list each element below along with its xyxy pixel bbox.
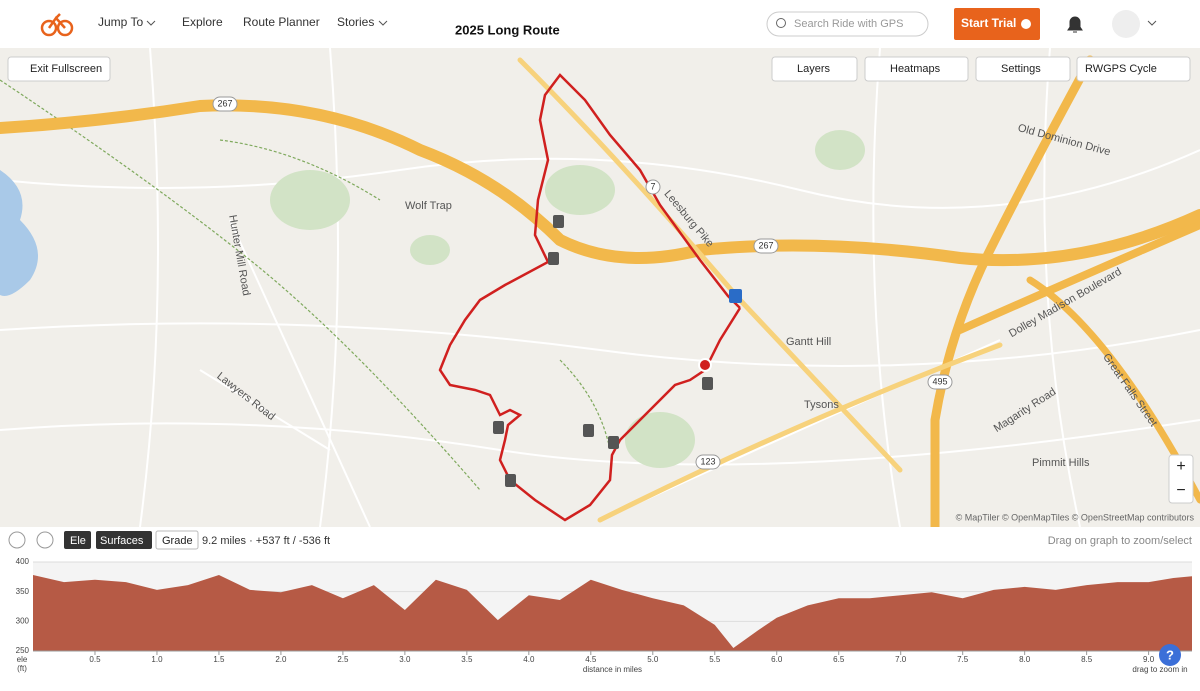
shield-label: 267	[217, 98, 232, 108]
x-tick-label: 1.0	[151, 655, 163, 664]
exit-fullscreen-label: Exit Fullscreen	[30, 63, 102, 75]
help-button[interactable]	[1159, 644, 1181, 666]
map-label: Pimmit Hills	[1032, 457, 1090, 469]
logo[interactable]	[40, 13, 74, 37]
y-tick-label: 300	[16, 616, 30, 625]
y-tick-label: 250	[16, 646, 30, 655]
trails	[0, 79, 611, 491]
start-trial-button[interactable]	[954, 8, 1040, 40]
x-tick-label: 7.0	[895, 655, 907, 664]
road-shield: 123	[695, 454, 721, 470]
layers-button[interactable]	[771, 56, 858, 82]
nav-route-planner[interactable]: Route Planner	[243, 15, 320, 29]
x-tick-label: 4.0	[523, 655, 535, 664]
trial-icon	[1021, 19, 1031, 29]
x-tick-label: 7.5	[957, 655, 969, 664]
parks	[270, 130, 865, 468]
road-shield: 495	[927, 374, 953, 390]
ele-label: Ele	[70, 535, 86, 547]
shield-label: 123	[700, 456, 715, 466]
settings-button[interactable]	[975, 56, 1071, 82]
start-trial-label: Start Trial	[961, 16, 1016, 30]
x-tick-label: 9.0	[1143, 655, 1155, 664]
search-box[interactable]	[766, 11, 929, 37]
route-stats: 9.2 miles · +537 ft / -536 ft	[202, 535, 330, 547]
elevation-chart[interactable]: 250 300 350 400 0.5 1.0 1.5 2.0 2.5 3.0 3.5 4.0 4.5 5…	[16, 557, 1192, 674]
route-markers[interactable]	[493, 215, 742, 487]
x-tick-label: 6.5	[833, 655, 845, 664]
y-tick-label: 400	[16, 557, 30, 566]
heatmaps-label: Heatmaps	[890, 63, 941, 75]
x-tick-label: 3.5	[461, 655, 473, 664]
y-tick-label: 350	[16, 587, 30, 596]
notifications[interactable]	[1067, 16, 1083, 33]
search-placeholder: Search Ride with GPS	[794, 18, 903, 30]
shield-label: 267	[758, 240, 773, 250]
surfaces-label: Surfaces	[100, 535, 144, 547]
help-label: ?	[1166, 647, 1174, 662]
x-tick-label: 8.0	[1019, 655, 1031, 664]
x-tick-label: 5.0	[647, 655, 659, 664]
lake	[0, 170, 38, 296]
zoom-in[interactable]: +	[1176, 458, 1185, 475]
settings-label: Settings	[1001, 63, 1041, 75]
y-axis-label: ele	[17, 655, 28, 664]
route-line	[438, 73, 742, 522]
x-tick-label: 4.5	[585, 655, 597, 664]
x-tick-label: 2.5	[337, 655, 349, 664]
y-axis-unit: (ft)	[17, 664, 27, 673]
x-tick-label: 2.0	[275, 655, 287, 664]
surfaces-button[interactable]	[96, 531, 152, 549]
zoom-hint: drag to zoom in	[1132, 665, 1187, 674]
x-tick-label: 3.0	[399, 655, 411, 664]
x-tick-label: 5.5	[709, 655, 721, 664]
map-style-label: RWGPS Cycle	[1085, 63, 1157, 75]
x-tick-label: 0.5	[89, 655, 101, 664]
expand-button[interactable]	[8, 531, 26, 549]
map-label: Gantt Hill	[786, 336, 831, 348]
chevron	[1147, 20, 1157, 26]
x-tick-label: 6.0	[771, 655, 783, 664]
map-label: Tysons	[804, 399, 839, 411]
route-title: 2025 Long Route	[455, 22, 560, 37]
road-shield: 7	[645, 179, 661, 195]
x-tick-label: 8.5	[1081, 655, 1093, 664]
exit-fullscreen-button[interactable]	[7, 56, 111, 82]
road-shield: 267	[753, 238, 779, 254]
avatar[interactable]	[1112, 10, 1140, 38]
chevron	[146, 20, 156, 26]
map-style-select[interactable]	[1076, 56, 1191, 82]
nav-explore[interactable]: Explore	[182, 15, 223, 29]
map-label: Wolf Trap	[405, 200, 452, 212]
nav-jump-to[interactable]: Jump To	[98, 15, 143, 29]
collapse-button[interactable]	[36, 531, 54, 549]
zoom-out[interactable]: −	[1176, 482, 1185, 499]
ele-button[interactable]	[64, 531, 91, 549]
grade-button[interactable]	[155, 530, 199, 550]
nav-stories[interactable]: Stories	[337, 15, 374, 29]
chevron	[378, 20, 388, 26]
heatmaps-button[interactable]	[864, 56, 969, 82]
shield-label: 7	[650, 181, 655, 191]
search-icon	[776, 18, 786, 28]
road-shield: 267	[212, 96, 238, 112]
layers-label: Layers	[797, 63, 831, 75]
x-tick-label: 1.5	[213, 655, 225, 664]
grade-label: Grade	[162, 535, 193, 547]
x-axis-label: distance in miles	[583, 665, 642, 674]
shield-label: 495	[932, 376, 947, 386]
graph-hint: Drag on graph to zoom/select	[1048, 535, 1192, 547]
start-marker[interactable]	[698, 358, 712, 372]
map-attribution: © MapTiler © OpenMapTiles © OpenStreetMa…	[956, 512, 1195, 522]
zoom-control	[1168, 454, 1194, 504]
elevation-area	[33, 575, 1192, 651]
